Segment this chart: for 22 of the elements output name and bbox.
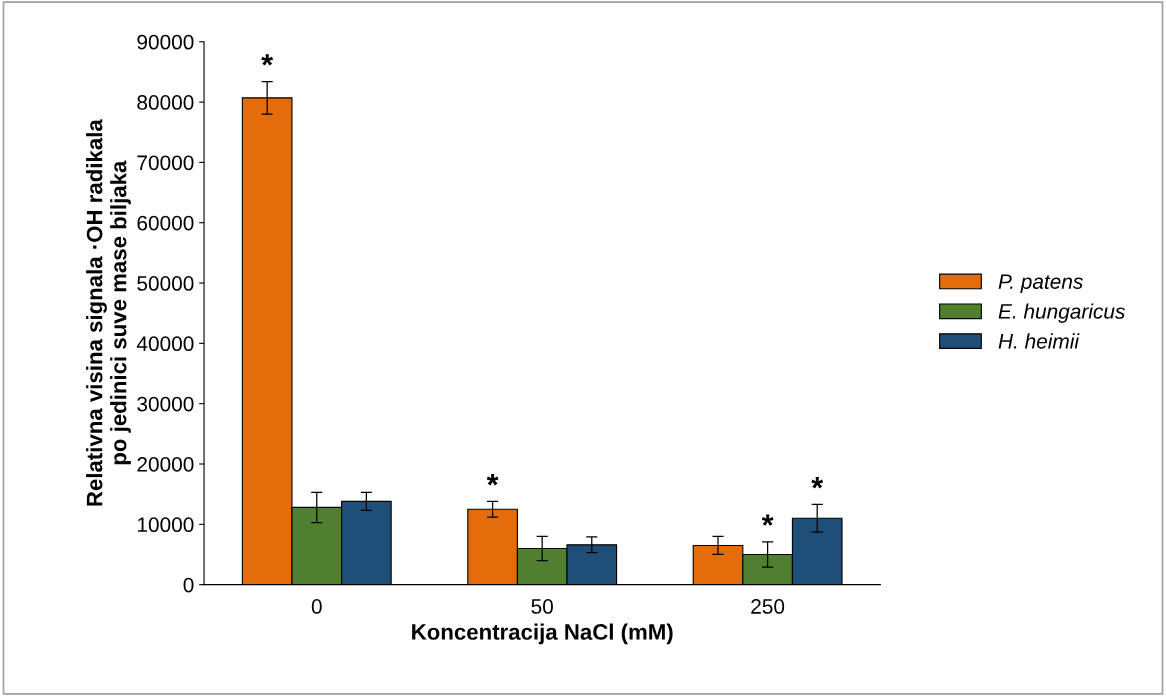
y-tick-label: 80000 [137, 95, 194, 110]
y-tick-label: 60000 [137, 215, 194, 231]
x-axis-title: Koncentracija NaCl (mM) [412, 623, 673, 645]
y-axis-title: Relativna visina signala ·OH radikala po jedinici suve mase biljaka [86, 119, 131, 506]
x-tick-label: 250 [751, 599, 785, 614]
y-tick-label: 10000 [137, 517, 194, 533]
legend-label: H. heimii [998, 333, 1080, 349]
legend-label: P. patens [998, 274, 1083, 294]
y-tick-label: 30000 [137, 396, 194, 412]
y-tick-label: 70000 [137, 155, 194, 171]
data-label: * [761, 514, 774, 526]
data-label: * [811, 477, 824, 489]
y-tick-label: 0 [183, 577, 194, 593]
legend-label: E. hungaricus [998, 303, 1125, 323]
x-tick-label: 0 [311, 599, 322, 614]
data-label: * [486, 474, 499, 486]
y-tick-label: 40000 [136, 336, 194, 352]
data-label: * [261, 54, 274, 66]
y-tick-label: 20000 [137, 457, 194, 472]
y-tick-label: 90000 [137, 34, 194, 50]
x-tick-label: 50 [531, 599, 553, 614]
y-tick-label: 50000 [137, 276, 194, 291]
